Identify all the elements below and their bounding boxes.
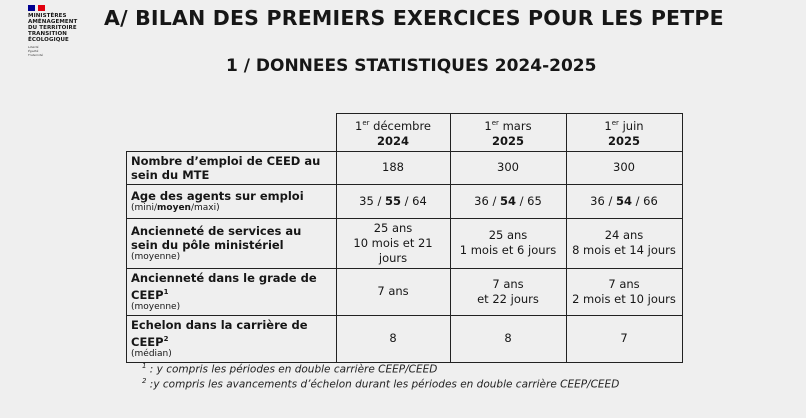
logo-text: MINISTÈRES AMÉNAGEMENT DU TERRITOIRE TRANSI… — [28, 13, 78, 43]
column-header: 1er décembre 2024 — [335, 113, 451, 152]
row-label: Nombre d’emploi de CEED au sein du MTE — [126, 150, 337, 185]
table-row: Ancienneté dans le grade de CEEP1 (moyenn… — [126, 267, 683, 316]
row-label: Ancienneté de services au sein du pôle m… — [126, 217, 337, 269]
flag-icon — [28, 5, 88, 11]
table-row: Echelon dans la carrière de CEEP2 (médian… — [126, 314, 683, 363]
logo-motto: Liberté Égalité Fraternité — [28, 45, 43, 57]
table-header-row: 1er décembre 2024 1er mars 2025 1er juin 20… — [127, 113, 683, 152]
table-row: Nombre d’emploi de CEED au sein du MTE 1… — [126, 150, 683, 185]
table-row: Age des agents sur emploi (mini/moyen/max… — [126, 183, 683, 219]
page-subtitle: 1 / DONNEES STATISTIQUES 2024-2025 — [226, 56, 597, 76]
ministry-logo: MINISTÈRES AMÉNAGEMENT DU TERRITOIRE TRANSI… — [28, 5, 88, 57]
table-row: Ancienneté de services au sein du pôle m… — [126, 217, 683, 269]
statistics-table: 1er décembre 2024 1er mars 2025 1er juin 20… — [126, 113, 683, 363]
column-header: 1er juin 2025 — [565, 113, 683, 152]
column-header: 1er mars 2025 — [449, 113, 567, 152]
page-title: A/ BILAN DES PREMIERS EXERCICES POUR LES… — [104, 6, 724, 30]
row-label: Age des agents sur emploi (mini/moyen/max… — [126, 183, 337, 219]
footnote-2: 2 :y compris les avancements d’échelon d… — [142, 377, 620, 391]
row-label: Ancienneté dans le grade de CEEP1 (moyenn… — [126, 267, 337, 316]
row-label: Echelon dans la carrière de CEEP2 (médian… — [126, 314, 337, 363]
footnote-1: 1 : y compris les périodes en double car… — [142, 362, 438, 376]
